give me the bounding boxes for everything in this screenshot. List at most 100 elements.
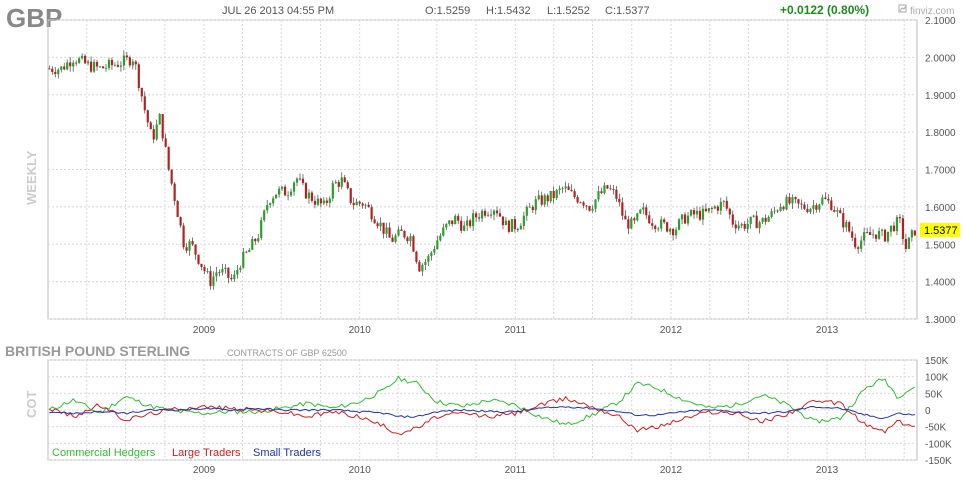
candle-body [800, 203, 803, 205]
candle-body [155, 124, 158, 140]
candle-body [176, 200, 179, 217]
candle-body [173, 183, 176, 201]
candle-body [510, 219, 514, 232]
candle-body [418, 261, 421, 272]
candle-body [642, 207, 645, 210]
cot-x-tick-label: 2009 [193, 465, 216, 476]
candle-body [513, 219, 517, 230]
candle-body [827, 198, 830, 201]
candle-body [657, 228, 660, 230]
candle-body [654, 225, 657, 230]
candle-body [606, 185, 609, 189]
close-label: C:1.5377 [605, 5, 650, 17]
price-tick-label: 1.9000 [925, 91, 956, 102]
candle-body [866, 232, 869, 233]
candle-body [901, 218, 905, 240]
candle-body [95, 61, 99, 67]
legend-commercial-hedgers: Commercial Hedgers [52, 447, 156, 459]
candle-body [245, 251, 248, 253]
candle-body [457, 215, 460, 221]
candle-body [260, 220, 263, 239]
cot-subtitle: CONTRACTS OF GBP 62500 [227, 348, 347, 358]
cot-grid [48, 359, 917, 461]
candle-body [376, 223, 379, 227]
price-tick-label: 1.5000 [925, 240, 956, 251]
candle-body [352, 202, 355, 206]
candle-body [197, 254, 200, 264]
candle-body [295, 178, 299, 183]
price-tick-label: 1.6000 [925, 203, 956, 214]
candle-body [889, 225, 893, 232]
legend-small-traders: Small Traders [253, 447, 321, 459]
candle-body [585, 205, 588, 207]
candle-body [716, 206, 719, 211]
candle-body [128, 57, 131, 66]
candle-body [692, 210, 696, 215]
candle-body [722, 200, 725, 202]
price-tick-label: 1.8000 [925, 128, 956, 139]
candle-body [215, 272, 218, 277]
candle-body [185, 247, 188, 251]
candle-body [233, 274, 236, 280]
candle-body [319, 198, 322, 204]
candle-body [397, 229, 400, 236]
cot-y-axis: 150K 100K 50K 0 -50K -100K -150K [925, 356, 952, 467]
candle-body [707, 208, 711, 212]
candle-body [740, 223, 743, 226]
candle-body [248, 249, 251, 253]
candle-body [749, 216, 752, 224]
high-label: H:1.5432 [486, 5, 531, 17]
candle-body [663, 219, 666, 223]
candle-body [561, 188, 564, 190]
candle-body [677, 219, 681, 230]
candle-body [686, 215, 690, 224]
brand-link[interactable]: finviz.com [910, 6, 954, 17]
cot-tick-label: -100K [925, 439, 952, 450]
candle-body [269, 203, 272, 206]
candle-body [218, 272, 221, 274]
candle-body [257, 238, 260, 242]
candle-body [543, 195, 546, 205]
candle-body [54, 71, 57, 75]
candle-body [367, 204, 370, 208]
candle-body [161, 114, 164, 139]
candle-body [131, 61, 134, 66]
candle-body [436, 240, 439, 250]
candle-body [424, 261, 427, 265]
candle-body [633, 218, 636, 221]
candle-body [868, 232, 872, 235]
candle-body [445, 223, 448, 228]
candle-body [460, 220, 463, 231]
candle-body [898, 217, 902, 219]
last-price-highlight [920, 223, 960, 237]
candle-body [591, 208, 594, 211]
candle-body [221, 269, 224, 273]
candle-body [809, 208, 812, 213]
candle-body [406, 237, 409, 242]
candle-body [158, 114, 161, 125]
candle-body [886, 231, 890, 242]
price-tick-label: 2.1000 [925, 16, 956, 27]
candle-body [328, 198, 331, 203]
candle-body [86, 61, 90, 64]
candle-body [239, 267, 242, 270]
candle-body [427, 256, 430, 262]
candle-body [433, 249, 436, 253]
candle-body [558, 188, 561, 191]
candle-body [863, 232, 866, 241]
candle-body [719, 201, 722, 211]
candle-body [695, 210, 699, 215]
candle-body [767, 217, 770, 222]
candle-body [725, 200, 728, 209]
price-x-tick-label: 2012 [660, 325, 683, 336]
datetime-label: JUL 26 2013 04:55 PM [222, 5, 334, 17]
candle-body [689, 210, 693, 216]
candle-body [254, 238, 257, 242]
candle-body [373, 219, 376, 224]
candle-body [546, 195, 549, 202]
candle-body [412, 236, 415, 252]
cot-tick-label: 100K [925, 373, 949, 384]
cot-line-commercial-hedgers [48, 375, 916, 426]
candle-body [812, 205, 815, 209]
candle-body [833, 209, 836, 212]
